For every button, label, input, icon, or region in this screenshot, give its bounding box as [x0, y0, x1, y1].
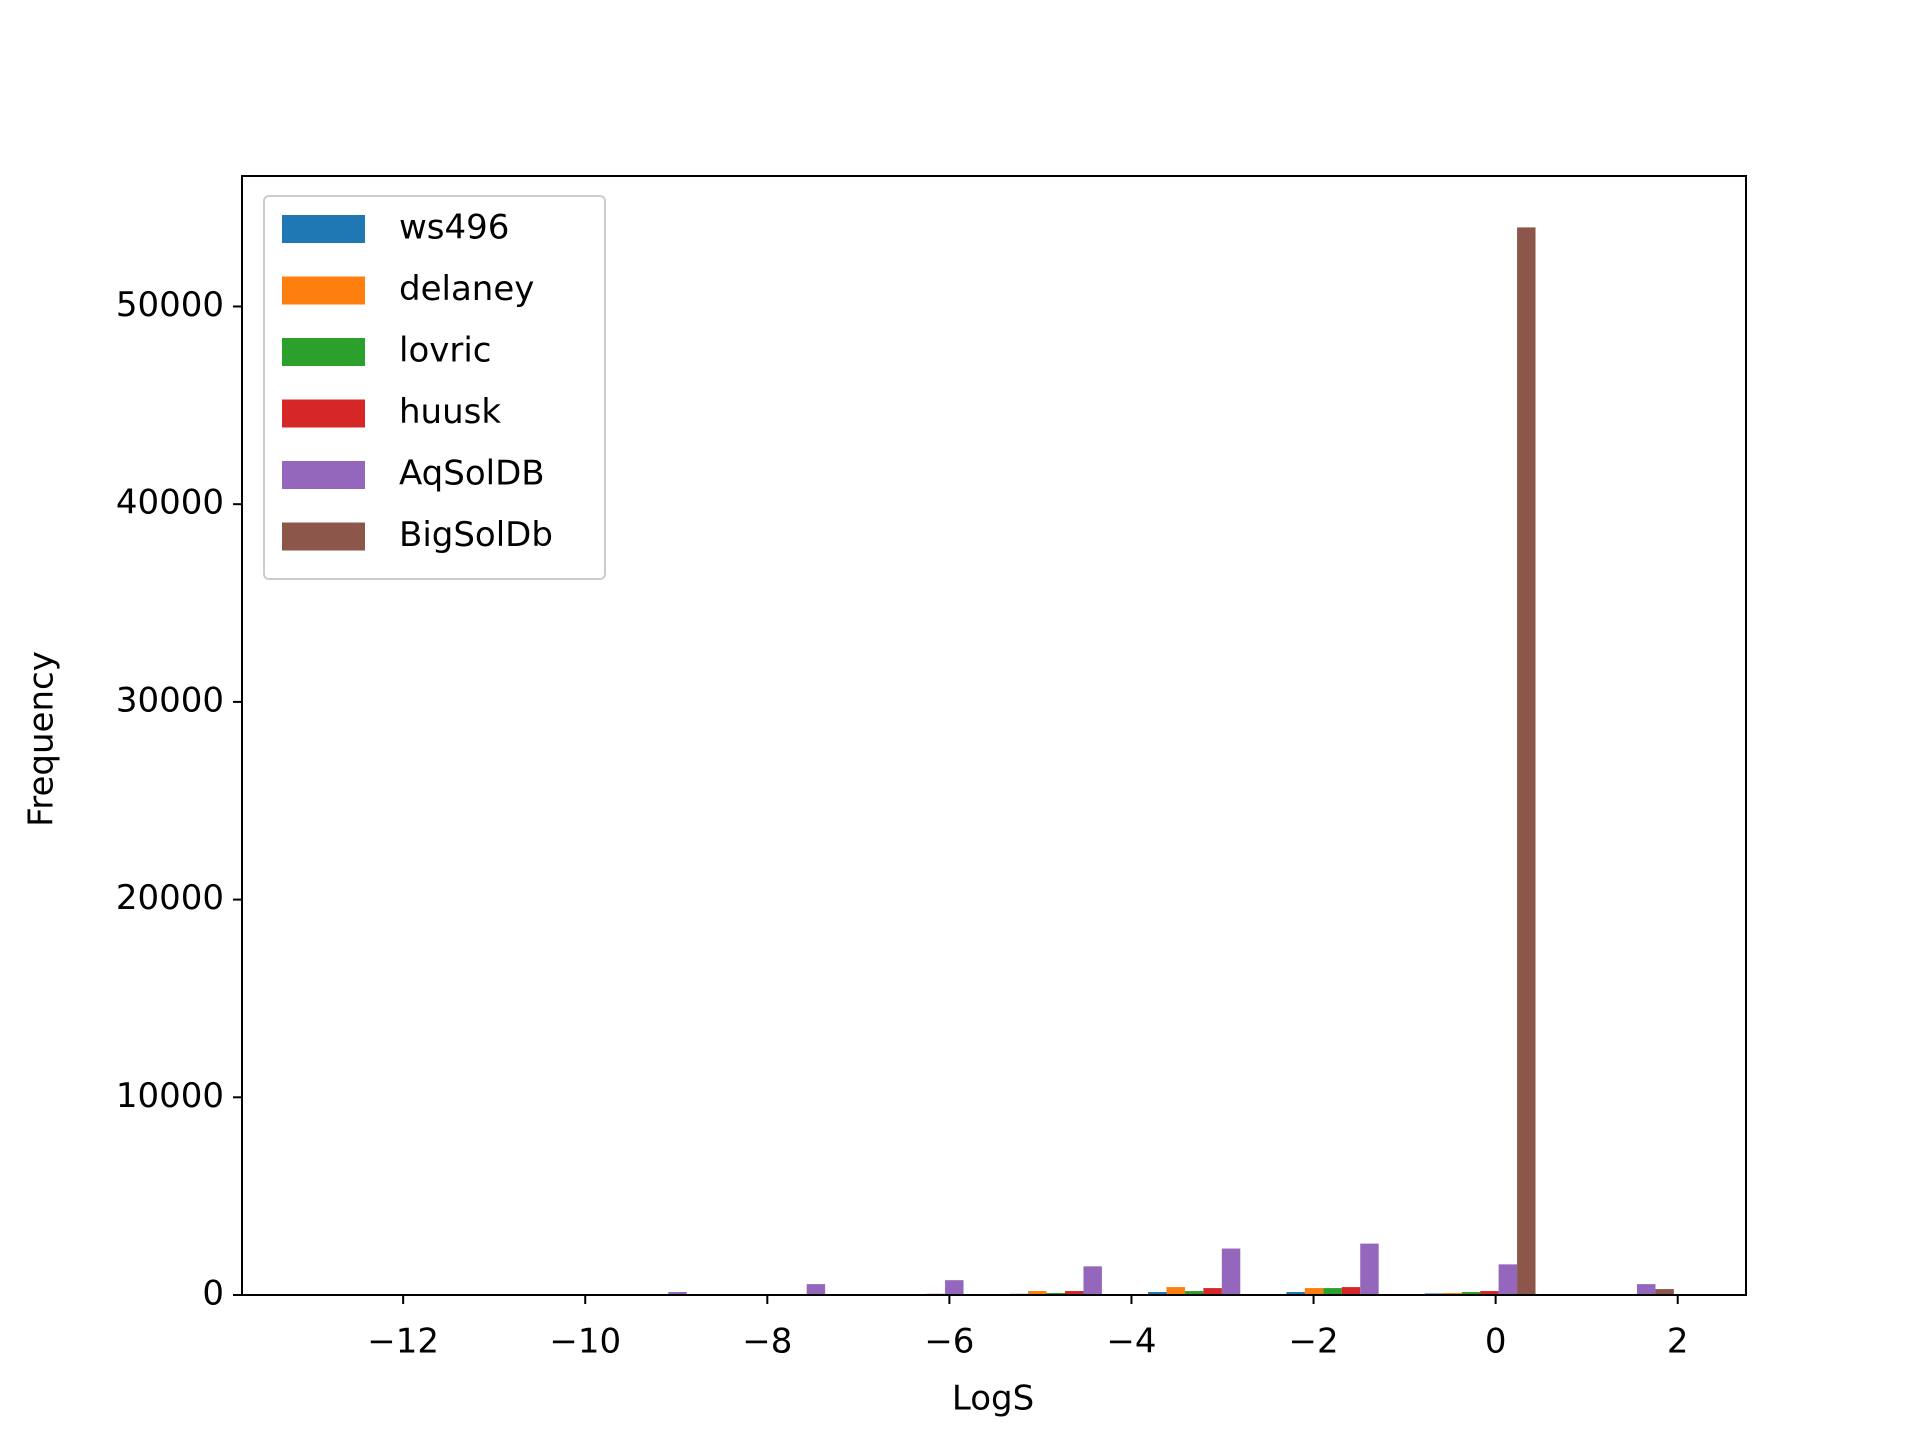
y-tick-label: 40000	[116, 483, 224, 523]
bar	[1360, 1243, 1379, 1295]
bar	[1065, 1291, 1084, 1295]
bar	[1655, 1289, 1674, 1295]
bar	[806, 1284, 826, 1295]
legend-swatch	[282, 276, 365, 305]
legend-label: lovric	[399, 331, 492, 371]
legend-swatch	[282, 215, 365, 243]
legend-swatch	[282, 338, 365, 366]
bar	[1480, 1291, 1499, 1295]
bar	[1461, 1292, 1481, 1295]
bar	[668, 1292, 687, 1295]
legend-label: delaney	[399, 269, 534, 309]
bar	[1498, 1264, 1518, 1295]
x-tick-label: −10	[549, 1322, 621, 1362]
legend-swatch	[282, 461, 365, 489]
x-tick-label: −2	[1288, 1322, 1338, 1362]
x-tick-label: 0	[1485, 1322, 1507, 1362]
bar	[1304, 1288, 1324, 1295]
bar	[1083, 1266, 1102, 1295]
legend-swatch	[282, 522, 365, 551]
x-tick-label: −8	[742, 1322, 792, 1362]
bar	[1221, 1248, 1241, 1295]
bar	[1184, 1291, 1204, 1295]
bar	[1286, 1292, 1305, 1295]
bar	[1166, 1287, 1185, 1295]
legend-label: AqSolDB	[399, 454, 545, 494]
y-tick-label: 10000	[116, 1076, 224, 1116]
bar	[945, 1280, 964, 1295]
y-tick-label: 20000	[116, 878, 224, 918]
y-tick-label: 50000	[116, 285, 224, 325]
bar	[1148, 1292, 1167, 1295]
legend-label: BigSolDb	[399, 515, 553, 555]
bar	[1323, 1288, 1342, 1295]
legend-label: huusk	[399, 392, 501, 432]
bar	[1203, 1288, 1222, 1295]
y-axis-label: Frequency	[22, 651, 62, 827]
y-tick-label: 30000	[116, 680, 224, 720]
bar	[1636, 1284, 1656, 1295]
x-tick-label: −6	[924, 1322, 974, 1362]
bar	[1517, 227, 1536, 1295]
bar	[1341, 1287, 1361, 1295]
x-tick-label: 2	[1667, 1322, 1689, 1362]
y-tick-label: 0	[202, 1274, 224, 1314]
x-tick-label: −12	[367, 1322, 439, 1362]
x-axis-label: LogS	[952, 1379, 1034, 1419]
bar	[1028, 1291, 1047, 1295]
legend-swatch	[282, 399, 365, 428]
legend-label: ws496	[399, 208, 509, 248]
plot-frame	[241, 175, 1747, 1296]
x-tick-label: −4	[1106, 1322, 1156, 1362]
